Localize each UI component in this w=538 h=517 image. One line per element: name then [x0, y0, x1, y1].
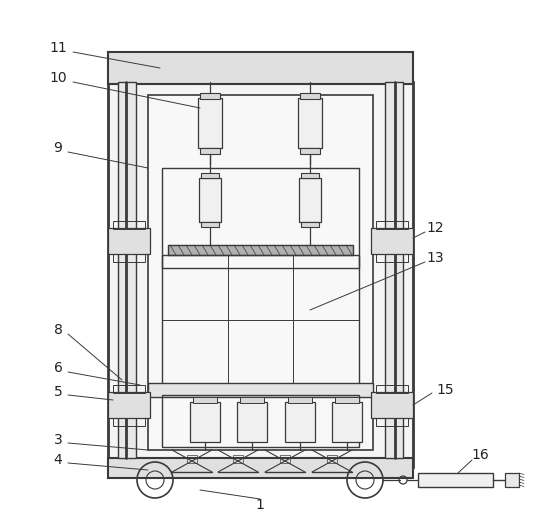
Bar: [201, 173, 219, 178]
Text: 13: 13: [426, 251, 444, 265]
Bar: [187, 455, 197, 463]
Bar: [385, 82, 403, 458]
Bar: [108, 52, 413, 84]
Bar: [118, 82, 136, 458]
Bar: [371, 228, 413, 254]
Bar: [237, 402, 267, 442]
Bar: [108, 228, 150, 254]
Bar: [162, 168, 359, 268]
Bar: [108, 82, 413, 467]
Text: 4: 4: [54, 453, 62, 467]
Bar: [288, 397, 312, 403]
Bar: [113, 418, 145, 426]
Bar: [376, 385, 408, 393]
Bar: [113, 385, 145, 393]
Text: 6: 6: [54, 361, 62, 375]
Bar: [198, 98, 222, 148]
Bar: [285, 402, 315, 442]
Bar: [113, 221, 145, 229]
Bar: [371, 392, 413, 418]
Bar: [200, 93, 220, 99]
Bar: [299, 178, 321, 222]
Bar: [300, 148, 320, 154]
Bar: [298, 98, 322, 148]
Text: 3: 3: [54, 433, 62, 447]
Bar: [162, 255, 359, 385]
Bar: [505, 473, 519, 487]
Text: 1: 1: [256, 498, 265, 512]
Bar: [108, 458, 413, 478]
Text: 10: 10: [49, 71, 67, 85]
Bar: [201, 222, 219, 227]
Bar: [327, 455, 337, 463]
Bar: [190, 402, 220, 442]
Bar: [376, 418, 408, 426]
Bar: [240, 397, 264, 403]
Bar: [376, 221, 408, 229]
Bar: [280, 455, 290, 463]
Bar: [200, 148, 220, 154]
Bar: [108, 392, 150, 418]
Bar: [148, 383, 373, 397]
Bar: [301, 222, 319, 227]
Bar: [335, 397, 359, 403]
Bar: [193, 397, 217, 403]
Bar: [113, 254, 145, 262]
Bar: [376, 254, 408, 262]
Bar: [233, 455, 243, 463]
Text: 5: 5: [54, 385, 62, 399]
Bar: [301, 173, 319, 178]
Bar: [168, 245, 353, 255]
Text: 15: 15: [436, 383, 454, 397]
Text: 11: 11: [49, 41, 67, 55]
Bar: [300, 93, 320, 99]
Text: 12: 12: [426, 221, 444, 235]
Bar: [332, 402, 362, 442]
Text: 9: 9: [54, 141, 62, 155]
Bar: [148, 95, 373, 450]
Text: 8: 8: [54, 323, 62, 337]
Bar: [418, 473, 493, 487]
Bar: [162, 395, 359, 447]
Text: 16: 16: [471, 448, 489, 462]
Bar: [199, 178, 221, 222]
